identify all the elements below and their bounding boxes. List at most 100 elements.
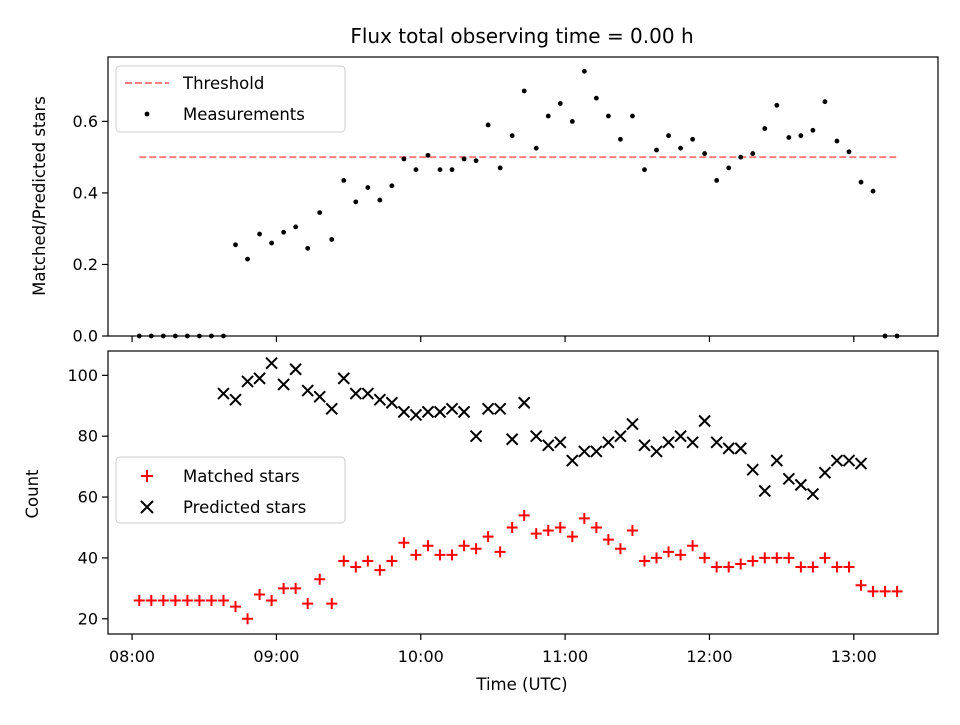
measurement-point [642,167,647,173]
measurement-point [581,68,587,74]
predicted-stars-point [481,402,495,416]
bottom-x-tick-label: 10:00 [398,647,444,666]
predicted-stars-point [409,408,423,422]
measurement-point [509,133,515,139]
predicted-stars-point [842,454,856,467]
predicted-stars-point [674,429,687,443]
bottom-chart-y-axis-label: Count [23,469,42,519]
measurement-point [245,256,250,262]
matched-stars-point [350,561,362,573]
measurement-point [702,151,708,156]
matched-stars-point [145,595,157,607]
measurement-point [449,167,455,173]
measurement-point [485,122,491,128]
predicted-stars-point [433,405,447,419]
measurement-point [870,188,876,194]
bottom-chart-legend: Matched stars Predicted stars [115,456,346,524]
predicted-stars-point [505,433,519,446]
matched-stars-point [638,555,650,567]
measurement-point [365,185,371,190]
predicted-stars-point [241,375,254,388]
matched-stars-point [723,561,735,573]
matched-stars-point [735,558,747,570]
matched-stars-point [819,552,831,564]
predicted-stars-point [361,387,375,400]
predicted-stars-point [626,417,639,431]
predicted-stars-point [566,454,579,467]
matched-stars-point [578,512,590,524]
matched-stars-point [434,549,446,561]
matched-stars-point [891,585,903,597]
bottom-legend-predicted-label: Predicted stars [183,498,306,517]
predicted-stars-point [337,372,350,385]
measurement-point [557,101,563,106]
predicted-stars-point [421,405,435,419]
predicted-stars-point [746,463,759,476]
predicted-stars-point [277,378,290,391]
matched-stars-point [338,555,350,567]
matched-stars-point [855,579,867,591]
bottom-x-tick-label: 13:00 [831,647,877,666]
measurement-point [533,145,539,151]
matched-stars-point [230,601,242,613]
matched-stars-point [362,555,374,567]
matched-stars-point [783,552,795,564]
matched-stars-point [458,540,470,552]
measurement-point [822,99,828,105]
measurement-point [521,88,527,94]
top-legend-threshold-label: Threshold [182,74,264,93]
matched-stars-point [771,552,783,564]
predicted-stars-point [698,414,711,428]
bottom-chart-x-axis-label: Time (UTC) [475,675,567,694]
top-chart-y-axis-label: Matched/Predicted stars [30,96,49,296]
predicted-stars-point [373,393,387,406]
measurement-point [786,135,792,140]
predicted-stars-point [554,436,567,449]
measurement-point [413,167,419,173]
matched-stars-point [242,613,254,625]
measurement-point [762,126,768,131]
bottom-legend-matched-swatch [141,470,153,482]
bottom-y-tick-label: 60 [78,488,98,507]
predicted-stars-point [445,402,459,416]
predicted-stars-point [469,429,483,443]
measurement-point [810,127,816,133]
predicted-stars-point [325,402,338,416]
predicted-stars-point [830,454,844,467]
predicted-stars-point [806,487,820,501]
matched-stars-point [614,543,626,555]
measurement-point [630,113,635,119]
matched-stars-point [157,595,169,607]
top-y-tick-label: 0.0 [73,327,98,346]
matched-stars-point [759,552,771,564]
matched-stars-point [807,561,819,573]
bottom-x-tick-label: 11:00 [542,647,588,666]
matched-stars-point [290,582,302,594]
measurement-point [593,95,599,101]
bottom-x-tick-label: 09:00 [253,647,299,666]
matched-stars-point [506,521,518,533]
bottom-legend-matched-label: Matched stars [183,467,300,486]
top-chart-axes: 0.0 0.2 0.4 0.6 [73,112,855,346]
bottom-legend-box [115,456,346,524]
measurement-point [654,147,659,153]
measurement-point [233,242,238,248]
matched-stars-point [675,549,687,561]
measurement-point [269,240,274,246]
measurement-point [714,178,720,183]
predicted-stars-point [265,356,278,370]
matched-stars-point [554,521,566,533]
measurement-point [281,229,287,235]
measurement-point [389,183,395,189]
matched-stars-point [482,531,494,543]
matched-stars-point [747,555,759,567]
bottom-y-tick-label: 100 [67,366,98,385]
predicted-stars-point [614,429,627,443]
predicted-stars-point [253,372,266,385]
predicted-stars-point [385,396,399,409]
measurement-point [750,151,756,156]
measurement-point [305,245,311,251]
matched-stars-point [663,546,675,558]
matched-stars-point [205,595,217,607]
measurement-point [425,152,431,158]
